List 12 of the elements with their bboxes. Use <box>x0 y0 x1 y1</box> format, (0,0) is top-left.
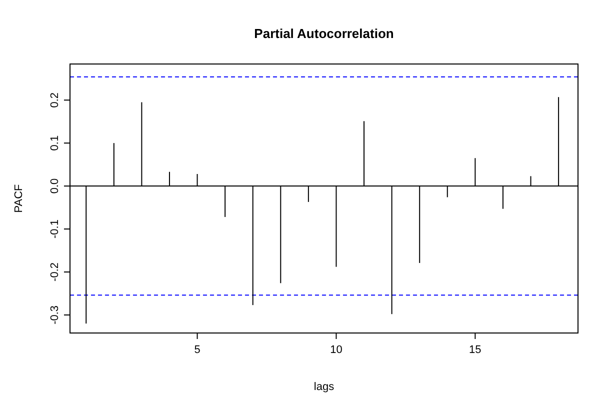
y-tick-label: 0.1 <box>49 135 61 151</box>
x-axis-title: lags <box>314 381 335 393</box>
y-tick-label: 0.0 <box>49 178 61 194</box>
x-tick-label: 10 <box>330 344 342 356</box>
y-axis-title: PACF <box>13 184 25 213</box>
y-tick-label: 0.2 <box>49 92 61 108</box>
y-tick-label: -0.3 <box>49 305 61 324</box>
x-tick-label: 5 <box>194 344 200 356</box>
x-tick-label: 15 <box>469 344 482 356</box>
chart-title: Partial Autocorrelation <box>254 26 394 41</box>
y-tick-label: -0.2 <box>49 262 61 282</box>
y-tick-label: -0.1 <box>49 220 61 238</box>
